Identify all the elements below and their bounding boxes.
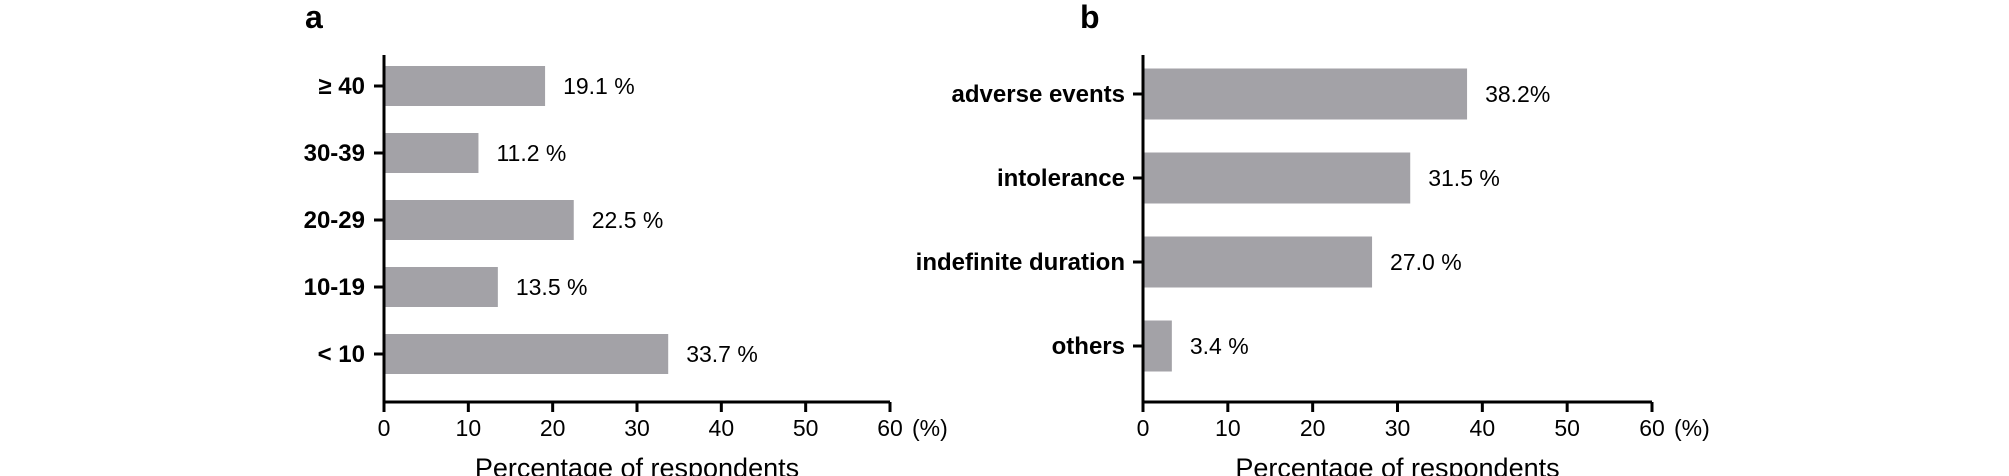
panel-b-category-labels: adverse events intolerance indefinite dura… bbox=[916, 81, 1125, 360]
category-label: ≥ 40 bbox=[318, 73, 365, 100]
bar-4 bbox=[384, 267, 498, 307]
x-tick-label: 60 bbox=[877, 415, 903, 441]
bar-2 bbox=[384, 133, 479, 173]
category-label: < 10 bbox=[318, 341, 365, 368]
bar-value-label: 31.5 % bbox=[1428, 165, 1500, 191]
bar-2 bbox=[1143, 152, 1411, 204]
category-label: 20-29 bbox=[304, 207, 365, 234]
category-label: 10-19 bbox=[304, 274, 365, 301]
x-tick-label: 20 bbox=[1300, 415, 1326, 441]
bar-value-label: 27.0 % bbox=[1390, 249, 1462, 275]
bar-3 bbox=[1143, 236, 1373, 288]
panel-b-axes bbox=[1141, 55, 1652, 404]
x-tick-label: 30 bbox=[624, 415, 650, 441]
panel-a-x-ticks: 0 10 20 30 40 50 60 bbox=[374, 84, 903, 441]
bar-value-label: 22.5 % bbox=[592, 207, 664, 233]
panel-b-x-unit: (%) bbox=[1674, 415, 1710, 441]
panel-b-x-ticks: 0 10 20 30 40 50 60 bbox=[1133, 92, 1665, 441]
panel-a-value-labels: 19.1 % 11.2 % 22.5 % 13.5 % 33.7 % bbox=[496, 73, 757, 367]
x-tick-label: 30 bbox=[1385, 415, 1411, 441]
panel-a-x-unit: (%) bbox=[912, 415, 948, 441]
bar-value-label: 33.7 % bbox=[686, 341, 758, 367]
x-tick-label: 40 bbox=[709, 415, 735, 441]
panel-b-letter: b bbox=[1080, 0, 1100, 35]
bar-3 bbox=[384, 200, 574, 240]
bar-5 bbox=[384, 334, 669, 374]
bar-1 bbox=[1143, 68, 1468, 120]
bar-value-label: 11.2 % bbox=[496, 140, 566, 166]
x-tick-label: 20 bbox=[540, 415, 566, 441]
x-tick-label: 60 bbox=[1639, 415, 1665, 441]
category-label: intolerance bbox=[997, 165, 1125, 192]
bar-value-label: 13.5 % bbox=[516, 274, 588, 300]
panel-a-bars bbox=[384, 66, 669, 374]
panel-b-chart: b 38.2% 31.5 % 27.0 % 3.4 % adverse events i… bbox=[916, 0, 1710, 476]
x-tick-label: 0 bbox=[378, 415, 391, 441]
category-label: others bbox=[1052, 333, 1125, 360]
panel-a-axes bbox=[382, 55, 890, 404]
bar-value-label: 38.2% bbox=[1485, 81, 1550, 107]
panel-b-value-labels: 38.2% 31.5 % 27.0 % 3.4 % bbox=[1190, 81, 1550, 359]
x-tick-label: 10 bbox=[456, 415, 482, 441]
panel-a-letter: a bbox=[305, 0, 323, 35]
x-tick-label: 50 bbox=[1554, 415, 1580, 441]
bar-value-label: 3.4 % bbox=[1190, 333, 1249, 359]
panel-a-category-labels: ≥ 40 30-39 20-29 10-19 < 10 bbox=[304, 73, 365, 368]
x-tick-label: 40 bbox=[1470, 415, 1496, 441]
panel-a-chart: a 19.1 % 11.2 % 22.5 % 13.5 % 33.7 % ≥ 40 30-… bbox=[304, 0, 948, 476]
x-tick-label: 10 bbox=[1215, 415, 1241, 441]
category-label: adverse events bbox=[952, 81, 1125, 108]
panel-b-x-axis-title: Percentage of respondents bbox=[1235, 453, 1559, 476]
bar-4 bbox=[1143, 320, 1172, 372]
panel-b-bars bbox=[1143, 68, 1468, 372]
panel-a-x-axis-title: Percentage of respondents bbox=[475, 453, 799, 476]
bar-value-label: 19.1 % bbox=[563, 73, 635, 99]
category-label: 30-39 bbox=[304, 140, 365, 167]
x-tick-label: 0 bbox=[1137, 415, 1150, 441]
x-tick-label: 50 bbox=[793, 415, 819, 441]
bar-1 bbox=[384, 66, 546, 106]
category-label: indefinite duration bbox=[916, 249, 1125, 276]
